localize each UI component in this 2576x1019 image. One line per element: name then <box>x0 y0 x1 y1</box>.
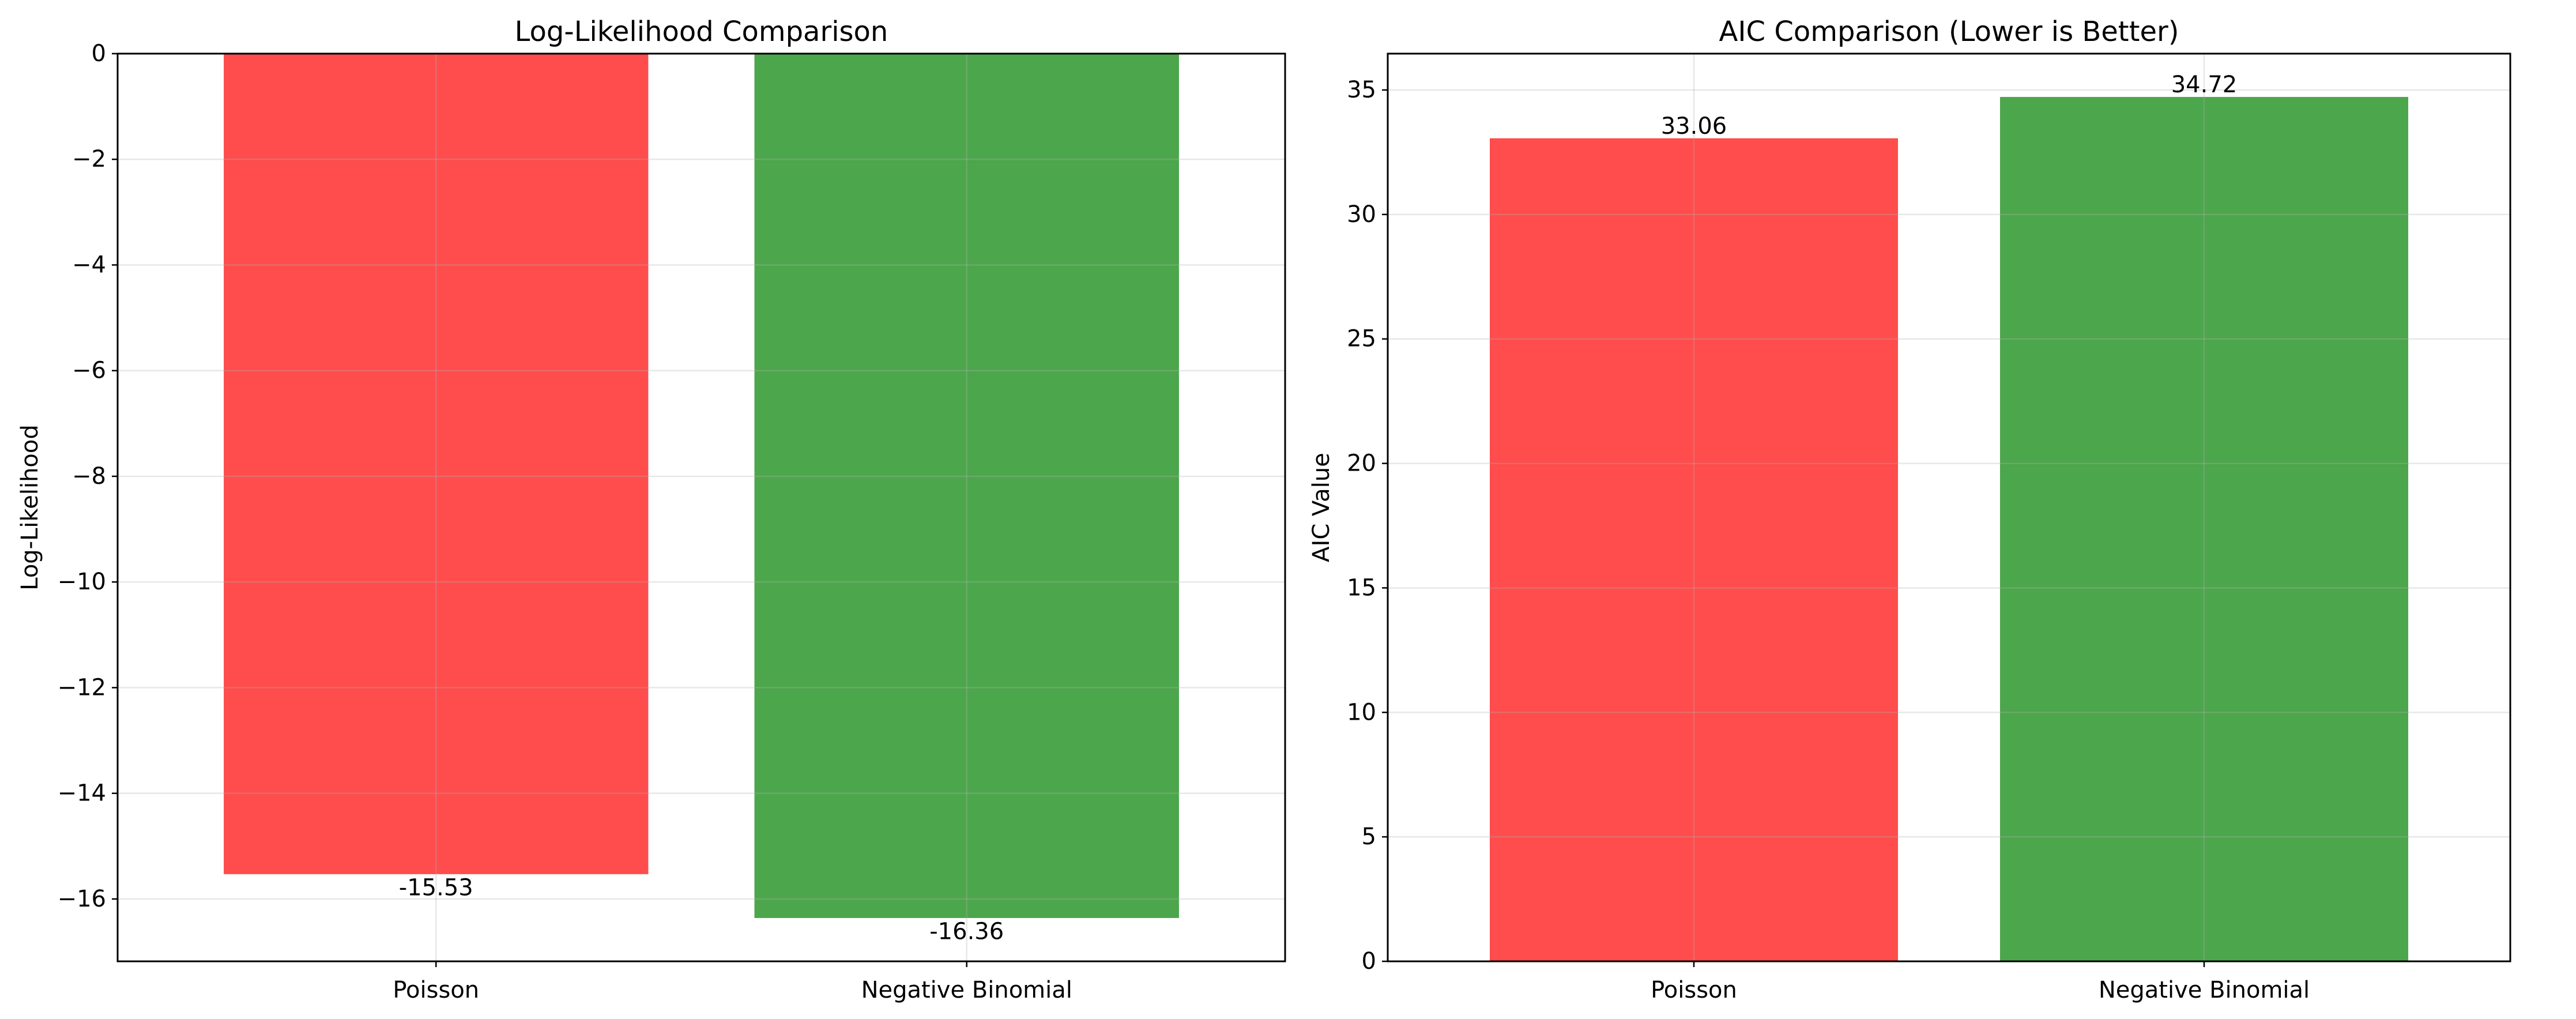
x-tick-label: Negative Binomial <box>2099 977 2310 1003</box>
data-label: 33.06 <box>1661 113 1727 140</box>
y-tick-label: −12 <box>58 674 106 701</box>
y-tick-label: −6 <box>72 358 106 384</box>
bar <box>1490 138 1898 961</box>
y-tick-label: 0 <box>92 40 106 67</box>
y-tick-label: 35 <box>1347 77 1376 103</box>
y-tick-label: 30 <box>1347 201 1376 228</box>
x-tick-label: Negative Binomial <box>861 977 1072 1003</box>
data-label: 34.72 <box>2171 72 2238 98</box>
y-tick-label: 0 <box>1362 948 1376 975</box>
axes-frame <box>1387 52 2511 962</box>
y-tick-label: 25 <box>1347 326 1376 352</box>
axes-frame <box>116 52 1286 962</box>
bar <box>754 54 1179 918</box>
y-tick-label: −8 <box>72 463 106 490</box>
chart-2: 0 5 10 15 20 25 30 35 Poisson Negative Binomial 33… <box>1308 16 2511 1003</box>
y-tick-label: −16 <box>58 886 106 912</box>
bar <box>2000 97 2408 962</box>
bar <box>224 54 649 874</box>
x-tick-label: Poisson <box>393 977 479 1003</box>
y-tick-label: −10 <box>58 569 106 595</box>
y-tick-label: 5 <box>1362 824 1376 850</box>
y-tick-label: 20 <box>1347 450 1376 477</box>
y-tick-label: −14 <box>58 780 106 807</box>
data-label: -16.36 <box>929 919 1004 945</box>
chart-title: AIC Comparison (Lower is Better) <box>1719 16 2179 48</box>
y-tick-label: 10 <box>1347 699 1376 725</box>
x-tick-label: Poisson <box>1651 977 1737 1003</box>
y-axis-label: AIC Value <box>1308 453 1335 562</box>
data-label: -15.53 <box>399 875 473 901</box>
y-tick-label: −2 <box>72 146 106 172</box>
chart-title: Log-Likelihood Comparison <box>515 16 888 48</box>
y-tick-label: −4 <box>72 251 106 278</box>
y-tick-label: 15 <box>1347 574 1376 601</box>
chart-1: 0 −2 −4 −6 −8 −10 −12 −14 −16 Poisson Negative Bin… <box>17 16 1286 1003</box>
y-axis-label: Log-Likelihood <box>17 424 43 591</box>
